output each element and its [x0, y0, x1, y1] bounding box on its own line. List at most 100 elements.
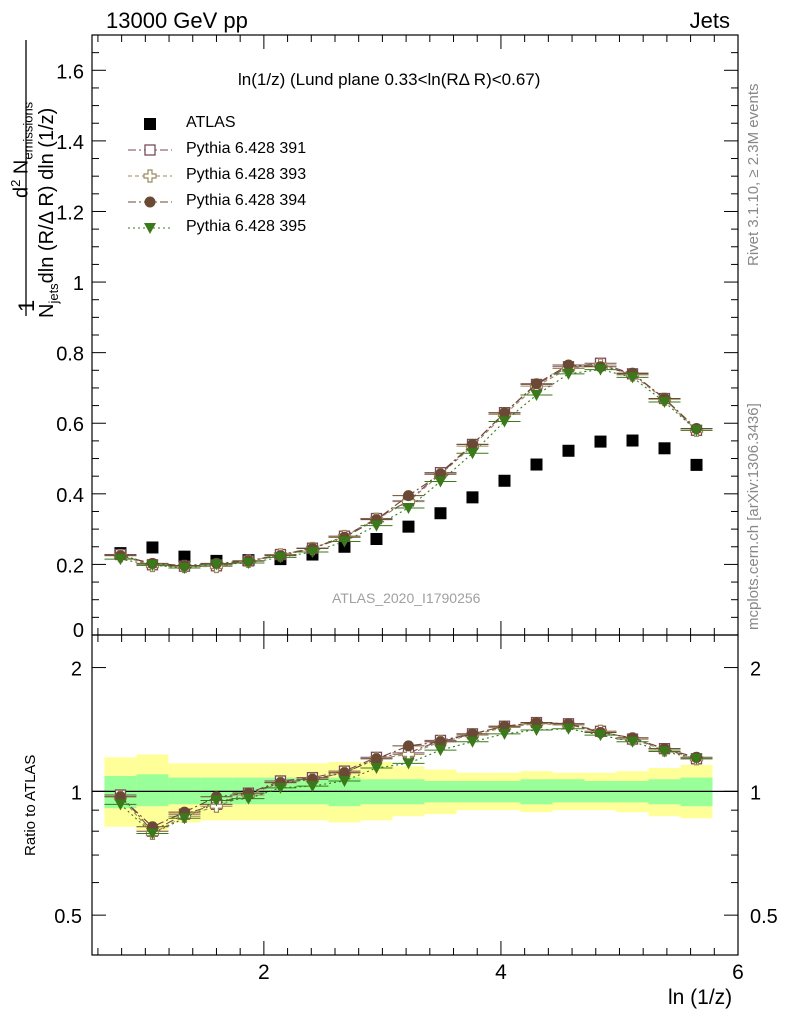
ratio-point-series-2-mark: [466, 728, 478, 740]
ratio-point-series-3: [562, 723, 575, 735]
ratio-y-tick-label-left: 0.5: [54, 906, 82, 928]
data-point-series-3-mark: [530, 378, 542, 390]
series-line-4: [120, 369, 697, 569]
data-point-series-0: [178, 550, 191, 563]
data-point-series-4-mark: [370, 520, 383, 532]
y-tick-label: 1.2: [56, 202, 84, 224]
data-point-series-4: [498, 416, 511, 428]
data-point-series-0: [658, 442, 671, 455]
data-point-series-3: [562, 359, 574, 371]
legend-label-391: Pythia 6.428 391: [186, 140, 307, 157]
legend-marker-3-mark: [144, 196, 156, 208]
data-point-series-4-mark: [274, 552, 287, 564]
data-point-series-4: [178, 562, 191, 574]
main-y-axis-label-denominator: Njetsdln (R/Δ R) dln (1/z): [36, 108, 61, 318]
data-point-series-3: [402, 490, 414, 502]
y-tick-label: 0: [73, 620, 84, 642]
data-point-series-0-mark: [658, 442, 671, 455]
data-point-series-4-mark: [146, 560, 159, 572]
ratio-y-tick-label-right: 2: [750, 659, 761, 681]
ratio-point-series-3-mark: [210, 795, 223, 807]
ratio-point-series-3: [210, 795, 223, 807]
ratio-point-series-3-mark: [530, 724, 543, 736]
data-point-series-0: [626, 434, 639, 447]
data-point-series-4-mark: [690, 425, 703, 437]
data-point-series-4: [402, 502, 415, 514]
ratio-point-series-3-mark: [274, 782, 287, 794]
data-point-series-4-mark: [562, 368, 575, 380]
ratio-point-series-3-mark: [498, 728, 511, 740]
ratio-band-inner: [136, 774, 169, 807]
ratio-point-series-3: [626, 736, 639, 748]
ratio-point-series-3: [658, 746, 671, 758]
legend-label-393: Pythia 6.428 393: [186, 166, 307, 183]
data-point-series-4: [658, 397, 671, 409]
ratio-point-series-3-mark: [178, 813, 191, 825]
x-axis-label: ln (1/z): [668, 986, 733, 1009]
legend-marker-3: [144, 196, 156, 208]
ratio-point-series-3: [274, 782, 287, 794]
ratio-point-series-3: [114, 799, 127, 811]
legend-label-atlas: ATLAS: [186, 114, 236, 131]
data-point-series-4-mark: [338, 536, 351, 548]
data-point-series-0: [370, 533, 383, 545]
ratio-point-series-2-mark: [434, 736, 446, 748]
data-point-series-0: [530, 458, 543, 471]
ratio-y-tick-label-left: 2: [71, 659, 82, 681]
data-point-series-4: [690, 425, 703, 437]
ratio-point-series-3: [498, 728, 511, 740]
data-point-series-3-mark: [498, 407, 510, 419]
data-point-series-4-mark: [242, 558, 255, 569]
ratio-plot-frame: [91, 634, 739, 956]
ratio-point-series-3: [434, 745, 447, 757]
data-point-series-4: [530, 390, 543, 401]
ratio-point-series-3: [178, 813, 191, 825]
ratio-point-series-3-mark: [658, 746, 671, 758]
ylabel-den-n: N: [36, 303, 58, 318]
data-point-series-0-mark: [434, 507, 447, 520]
ratio-point-series-3-mark: [562, 723, 575, 735]
data-point-series-4-mark: [434, 476, 447, 488]
data-point-series-0-mark: [466, 491, 479, 504]
ylabel-num-sup: 2: [8, 179, 23, 187]
legend-marker-0-mark: [144, 118, 156, 130]
y-tick-label: 1: [73, 273, 84, 295]
y-tick-label: 0.8: [56, 344, 84, 366]
data-point-series-4-mark: [114, 554, 127, 566]
header-right: Jets: [689, 8, 730, 33]
ylabel-den-sub: jets: [46, 283, 61, 304]
series-line-1: [120, 362, 697, 567]
ratio-point-series-3: [530, 724, 543, 736]
ratio-point-series-3-mark: [242, 793, 255, 805]
data-point-series-4: [274, 552, 287, 564]
ylabel-den-rest: dln (R/Δ R) dln (1/z): [36, 107, 58, 284]
data-point-series-3-mark: [466, 438, 478, 450]
data-point-series-4: [146, 560, 159, 572]
data-point-series-4-mark: [306, 547, 319, 559]
ratio-point-series-3: [466, 736, 479, 748]
legend-marker-2-mark: [143, 169, 157, 183]
data-point-series-4-mark: [402, 502, 415, 514]
data-point-series-4: [370, 520, 383, 532]
data-point-series-3-mark: [562, 359, 574, 371]
y-tick-label: 0.4: [56, 485, 84, 507]
analysis-watermark: ATLAS_2020_I1790256: [332, 590, 481, 606]
rivet-label: Rivet 3.1.10, ≥ 2.3M events: [745, 83, 762, 267]
data-point-series-0: [466, 491, 479, 504]
ratio-y-axis-label: Ratio to ATLAS: [22, 754, 39, 856]
legend-marker-1: [144, 144, 156, 156]
ratio-y-tick-label-right: 0.5: [750, 906, 778, 928]
ratio-point-series-3-mark: [338, 775, 351, 787]
data-point-series-4-mark: [210, 559, 223, 571]
data-point-series-3: [530, 378, 542, 390]
ratio-point-series-2: [434, 736, 446, 748]
data-point-series-4: [434, 476, 447, 488]
ratio-point-series-2: [370, 753, 382, 765]
ratio-point-series-3: [594, 730, 607, 742]
header-left: 13000 GeV pp: [106, 8, 248, 33]
ratio-point-series-3: [242, 793, 255, 805]
ratio-point-series-3-mark: [306, 781, 319, 793]
data-point-series-0-mark: [146, 541, 159, 554]
data-point-series-0: [434, 507, 447, 520]
legend: ATLAS Pythia 6.428 391 Pythia 6.428 393 …: [120, 112, 380, 240]
